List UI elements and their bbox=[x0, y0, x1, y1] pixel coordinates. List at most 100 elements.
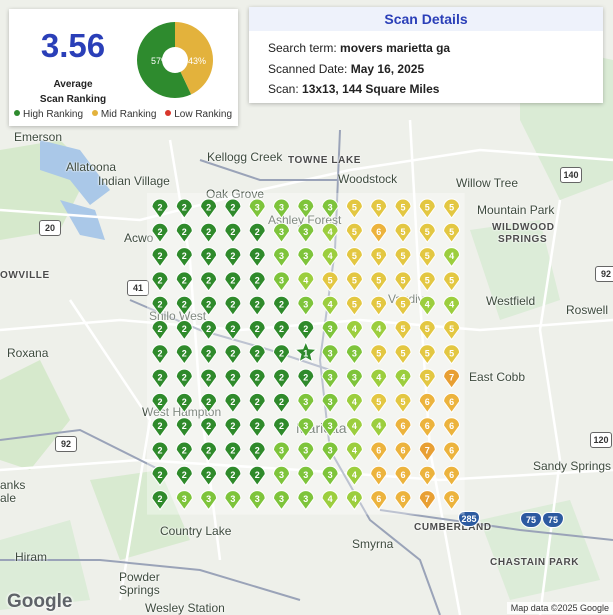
ranking-pin[interactable]: 5 bbox=[370, 392, 388, 414]
ranking-pin[interactable]: 4 bbox=[345, 441, 363, 462]
ranking-pin[interactable]: 3 bbox=[200, 490, 218, 511]
ranking-pin[interactable]: 3 bbox=[272, 247, 291, 268]
ranking-pin[interactable]: 4 bbox=[443, 247, 461, 268]
ranking-pin[interactable]: 2 bbox=[175, 368, 193, 389]
ranking-pin[interactable]: 2 bbox=[224, 271, 242, 292]
ranking-pin[interactable]: 2 bbox=[224, 392, 242, 414]
ranking-pin[interactable]: 7 bbox=[443, 368, 461, 389]
ranking-pin[interactable]: 2 bbox=[200, 320, 218, 341]
ranking-pin[interactable]: 5 bbox=[418, 222, 436, 244]
ranking-pin[interactable]: 4 bbox=[345, 392, 363, 414]
ranking-pin[interactable]: 4 bbox=[394, 368, 412, 389]
ranking-pin[interactable]: 4 bbox=[321, 247, 339, 268]
ranking-pin[interactable]: 2 bbox=[248, 392, 266, 414]
ranking-pin[interactable]: 2 bbox=[151, 441, 169, 462]
ranking-pin[interactable]: 3 bbox=[321, 198, 339, 219]
ranking-pin[interactable]: 3 bbox=[272, 198, 291, 219]
ranking-pin[interactable]: 2 bbox=[248, 320, 266, 341]
ranking-pin[interactable]: 3 bbox=[248, 490, 266, 511]
ranking-pin[interactable]: 2 bbox=[297, 368, 315, 389]
ranking-pin[interactable]: 5 bbox=[345, 271, 363, 292]
ranking-pin[interactable]: 2 bbox=[200, 222, 218, 244]
ranking-pin[interactable]: 2 bbox=[224, 295, 242, 317]
ranking-pin[interactable]: 6 bbox=[443, 465, 461, 487]
ranking-pin[interactable]: 4 bbox=[345, 490, 363, 511]
ranking-pin[interactable]: 3 bbox=[297, 392, 315, 414]
ranking-pin[interactable]: 5 bbox=[418, 271, 436, 292]
ranking-pin[interactable]: 6 bbox=[443, 392, 461, 414]
ranking-pin[interactable]: 5 bbox=[394, 295, 412, 317]
ranking-pin[interactable]: 3 bbox=[321, 392, 339, 414]
ranking-pin[interactable]: 2 bbox=[248, 222, 266, 244]
ranking-pin[interactable]: 5 bbox=[321, 271, 339, 292]
ranking-pin[interactable]: 6 bbox=[394, 465, 412, 487]
ranking-pin[interactable]: 2 bbox=[175, 465, 193, 487]
ranking-pin[interactable]: 2 bbox=[224, 247, 242, 268]
ranking-pin[interactable]: 2 bbox=[224, 441, 242, 462]
ranking-pin[interactable]: 3 bbox=[321, 441, 339, 462]
ranking-pin[interactable]: 5 bbox=[418, 198, 436, 219]
ranking-pin[interactable]: 2 bbox=[200, 247, 218, 268]
ranking-pin[interactable]: 7 bbox=[418, 441, 436, 462]
ranking-pin[interactable]: 2 bbox=[248, 271, 266, 292]
ranking-pin[interactable]: 4 bbox=[321, 490, 339, 511]
ranking-pin[interactable]: 2 bbox=[200, 198, 218, 219]
ranking-pin[interactable]: 7 bbox=[418, 490, 436, 511]
ranking-pin[interactable]: 2 bbox=[175, 247, 193, 268]
ranking-pin[interactable]: 2 bbox=[175, 441, 193, 462]
ranking-pin[interactable]: 2 bbox=[200, 271, 218, 292]
ranking-pin[interactable]: 2 bbox=[151, 368, 169, 389]
ranking-pin[interactable]: 2 bbox=[175, 295, 193, 317]
map-attribution[interactable]: Map data ©2025 Google bbox=[506, 602, 613, 614]
ranking-pin[interactable]: 5 bbox=[418, 344, 436, 365]
ranking-pin[interactable]: 2 bbox=[151, 222, 169, 244]
ranking-pin[interactable]: 2 bbox=[224, 344, 242, 365]
ranking-pin[interactable]: 2 bbox=[151, 295, 169, 317]
ranking-pin[interactable]: 6 bbox=[394, 417, 412, 438]
ranking-pin[interactable]: 2 bbox=[151, 320, 169, 341]
ranking-pin[interactable]: 2 bbox=[272, 368, 291, 389]
ranking-pin[interactable]: 3 bbox=[321, 368, 339, 389]
ranking-pin[interactable]: 2 bbox=[175, 271, 193, 292]
ranking-pin[interactable]: 6 bbox=[394, 441, 412, 462]
ranking-pin[interactable]: 5 bbox=[394, 392, 412, 414]
ranking-pin[interactable]: 2 bbox=[272, 344, 291, 365]
ranking-pin[interactable]: 2 bbox=[151, 465, 169, 487]
ranking-pin[interactable]: 2 bbox=[151, 490, 169, 511]
ranking-pin[interactable]: 4 bbox=[370, 417, 388, 438]
ranking-pin[interactable]: 4 bbox=[345, 417, 363, 438]
ranking-pin[interactable]: 3 bbox=[272, 441, 291, 462]
ranking-pin[interactable]: 2 bbox=[224, 198, 242, 219]
ranking-pin[interactable]: 2 bbox=[175, 392, 193, 414]
ranking-pin[interactable]: 2 bbox=[175, 320, 193, 341]
ranking-pin[interactable]: 3 bbox=[297, 490, 315, 511]
ranking-pin[interactable]: 2 bbox=[200, 344, 218, 365]
ranking-pin[interactable]: 2 bbox=[224, 320, 242, 341]
ranking-pin[interactable]: 5 bbox=[370, 295, 388, 317]
ranking-pin[interactable]: 2 bbox=[224, 417, 242, 438]
ranking-pin[interactable]: 4 bbox=[345, 320, 363, 341]
ranking-pin[interactable]: 6 bbox=[443, 417, 461, 438]
ranking-pin[interactable]: 4 bbox=[321, 222, 339, 244]
ranking-pin[interactable]: 6 bbox=[418, 417, 436, 438]
ranking-pin[interactable]: 2 bbox=[297, 320, 315, 341]
ranking-pin[interactable]: 6 bbox=[370, 222, 388, 244]
ranking-pin[interactable]: 2 bbox=[175, 417, 193, 438]
ranking-pin[interactable]: 5 bbox=[394, 198, 412, 219]
ranking-pin[interactable]: 3 bbox=[297, 441, 315, 462]
ranking-pin[interactable]: 3 bbox=[297, 295, 315, 317]
ranking-pin[interactable]: 5 bbox=[370, 247, 388, 268]
ranking-pin[interactable]: 4 bbox=[370, 368, 388, 389]
ranking-pin[interactable]: 2 bbox=[175, 222, 193, 244]
ranking-pin[interactable]: 5 bbox=[443, 271, 461, 292]
ranking-pin[interactable]: 2 bbox=[248, 368, 266, 389]
ranking-pin[interactable]: 2 bbox=[175, 344, 193, 365]
ranking-pin[interactable]: 2 bbox=[151, 247, 169, 268]
ranking-pin[interactable]: 2 bbox=[224, 368, 242, 389]
ranking-pin[interactable]: 5 bbox=[370, 271, 388, 292]
ranking-pin[interactable]: 3 bbox=[297, 247, 315, 268]
ranking-pin[interactable]: 5 bbox=[418, 247, 436, 268]
ranking-pin[interactable]: 2 bbox=[248, 441, 266, 462]
ranking-pin[interactable]: 3 bbox=[321, 465, 339, 487]
ranking-pin[interactable]: 3 bbox=[175, 490, 193, 511]
